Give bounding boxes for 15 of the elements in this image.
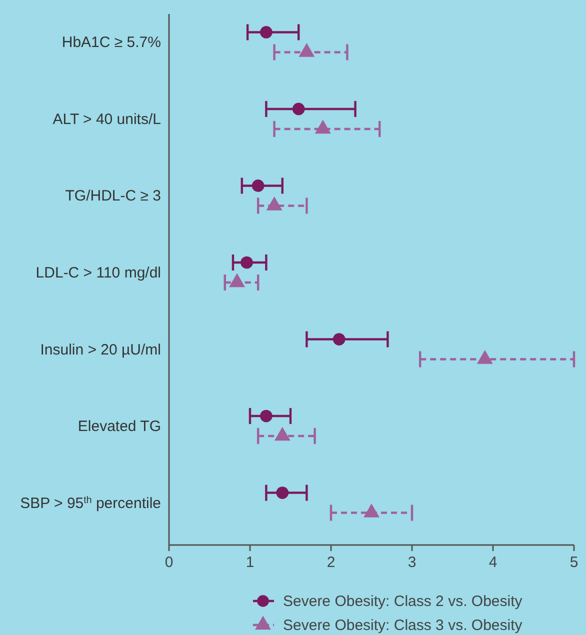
y-tick-label: SBP > 95$^{th}$ percentile — [20, 494, 161, 512]
x-tick-label: 4 — [488, 554, 498, 571]
y-tick-label: Elevated TG — [78, 418, 161, 436]
y-tick-label: HbA1C ≥ 5.7% — [62, 34, 161, 52]
y-tick-label: ALT > 40 units/L — [52, 110, 161, 128]
legend-label: Severe Obesity: Class 2 vs. Obesity — [283, 593, 523, 610]
y-tick-label: TG/HDL-C ≥ 3 — [65, 188, 161, 205]
legend-label: Severe Obesity: Class 3 vs. Obesity — [283, 617, 523, 634]
x-tick-label: 3 — [408, 554, 416, 571]
y-tick-label: Insulin > 20 µU/ml — [40, 341, 161, 358]
x-tick-label: 0 — [164, 554, 174, 571]
y-tick-label: LDL-C > 110 mg/dl — [36, 264, 161, 282]
x-tick-label: 2 — [326, 554, 336, 571]
x-tick-label: 1 — [246, 554, 254, 571]
x-tick-label: 5 — [570, 554, 578, 571]
